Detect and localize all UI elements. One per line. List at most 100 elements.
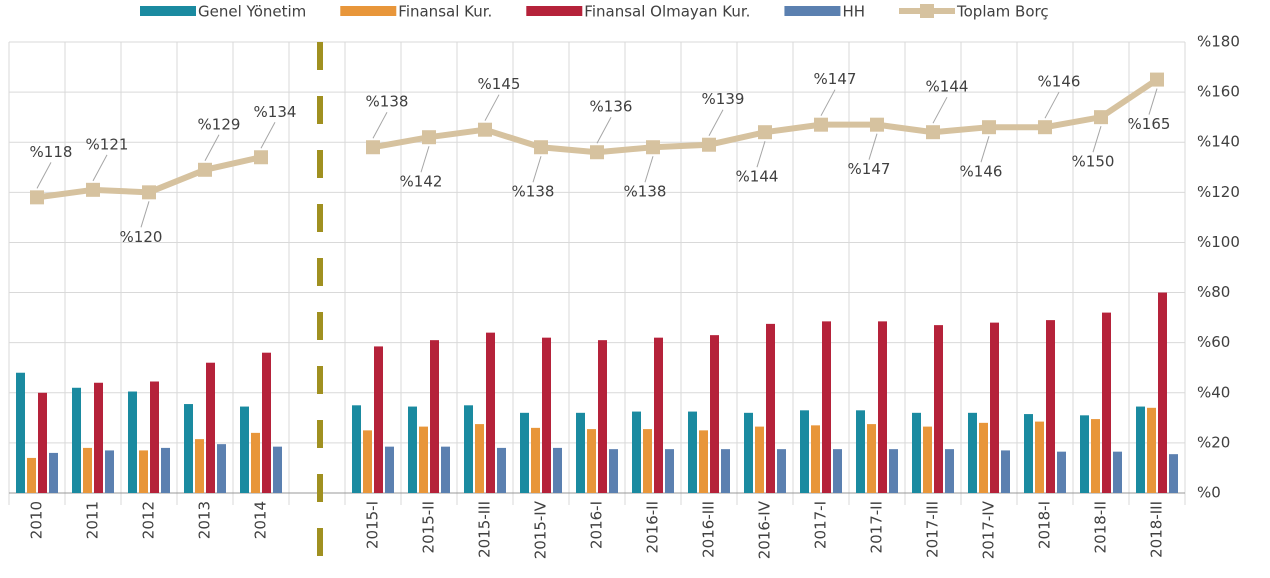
leader-line [868, 133, 878, 160]
data-label: %136 [590, 98, 633, 116]
bar [721, 449, 730, 493]
x-tick-label: 2018-III [1148, 501, 1166, 558]
x-tick-label: 2016-II [644, 501, 662, 553]
bar [1091, 419, 1100, 493]
x-tick-label: 2017-III [924, 501, 942, 558]
bar [542, 337, 551, 493]
data-label: %145 [478, 75, 521, 93]
y-tick-label: %140 [1197, 133, 1240, 151]
bar [105, 450, 114, 493]
bar [352, 405, 361, 493]
marker [590, 145, 604, 160]
bar [217, 444, 226, 493]
bar [1001, 450, 1010, 493]
legend-swatch [140, 6, 196, 16]
y-tick-label: %160 [1197, 83, 1240, 101]
data-label: %118 [30, 143, 73, 161]
bar [587, 429, 596, 493]
marker [814, 117, 828, 132]
x-tick-label: 2017-I [812, 501, 830, 549]
bar [419, 426, 428, 493]
bar [251, 432, 260, 493]
bar [811, 425, 820, 493]
bar [1136, 406, 1145, 493]
bar [16, 372, 25, 493]
data-label: %139 [702, 90, 745, 108]
bar [49, 452, 58, 493]
bar [385, 446, 394, 493]
bar [363, 430, 372, 493]
bar [923, 426, 932, 493]
leader-line [204, 134, 220, 162]
bar [688, 411, 697, 493]
marker [758, 125, 772, 140]
legend-swatch [340, 6, 397, 16]
bar [497, 447, 506, 493]
bar [822, 321, 831, 493]
legend-swatch [784, 6, 841, 16]
bar [710, 335, 719, 493]
data-label: %150 [1072, 153, 1115, 171]
bar [979, 422, 988, 493]
marker [702, 137, 716, 152]
bar [800, 410, 809, 493]
marker [1038, 120, 1052, 135]
bar [1024, 414, 1033, 493]
marker [1150, 72, 1164, 87]
legend-label: Finansal Olmayan Kur. [584, 3, 750, 21]
marker [870, 117, 884, 132]
data-label: %129 [198, 115, 241, 133]
x-tick-label: 2017-II [868, 501, 886, 553]
bar [766, 323, 775, 493]
x-tick-label: 2018-II [1092, 501, 1110, 553]
bar [520, 412, 529, 493]
leader-line [932, 96, 948, 124]
leader-line [92, 154, 108, 182]
bar [1046, 320, 1055, 493]
marker [254, 150, 268, 165]
bar [206, 362, 215, 493]
marker [1094, 110, 1108, 125]
marker [30, 190, 44, 205]
x-tick-label: 2015-I [364, 501, 382, 549]
bar [128, 391, 137, 493]
bar [699, 430, 708, 493]
x-tick-label: 2016-I [588, 501, 606, 549]
bar [990, 322, 999, 493]
leader-line [420, 146, 430, 173]
bar [262, 352, 271, 493]
y-tick-label: %20 [1197, 433, 1230, 451]
bar [161, 447, 170, 493]
bar [1102, 312, 1111, 493]
bar [1169, 454, 1178, 493]
x-tick-label: 2012 [140, 501, 158, 539]
x-tick-label: 2010 [28, 501, 46, 539]
bar [833, 449, 842, 493]
bar [150, 381, 159, 493]
x-tick-label: 2015-II [420, 501, 438, 553]
leader-line [1044, 91, 1060, 119]
legend-swatch [526, 6, 583, 16]
bar [553, 447, 562, 493]
x-tick-label: 2015-III [476, 501, 494, 558]
data-label: %121 [86, 135, 129, 153]
marker [646, 140, 660, 155]
marker [366, 140, 380, 155]
leader-line [36, 162, 52, 189]
bar [1080, 415, 1089, 493]
x-tick-label: 2016-III [700, 501, 718, 558]
marker [982, 120, 996, 135]
bar [486, 332, 495, 493]
leader-line [596, 117, 612, 144]
leader-line [644, 156, 654, 183]
bar [464, 405, 473, 493]
marker [142, 185, 156, 200]
x-tick-label: 2014 [252, 501, 270, 539]
bar [1057, 451, 1066, 493]
bar [83, 447, 92, 493]
leader-line [484, 94, 500, 121]
legend-swatch [920, 4, 934, 18]
marker [86, 182, 100, 197]
x-tick-label: 2016-IV [756, 500, 774, 559]
legend-label: Finansal Kur. [398, 3, 492, 21]
